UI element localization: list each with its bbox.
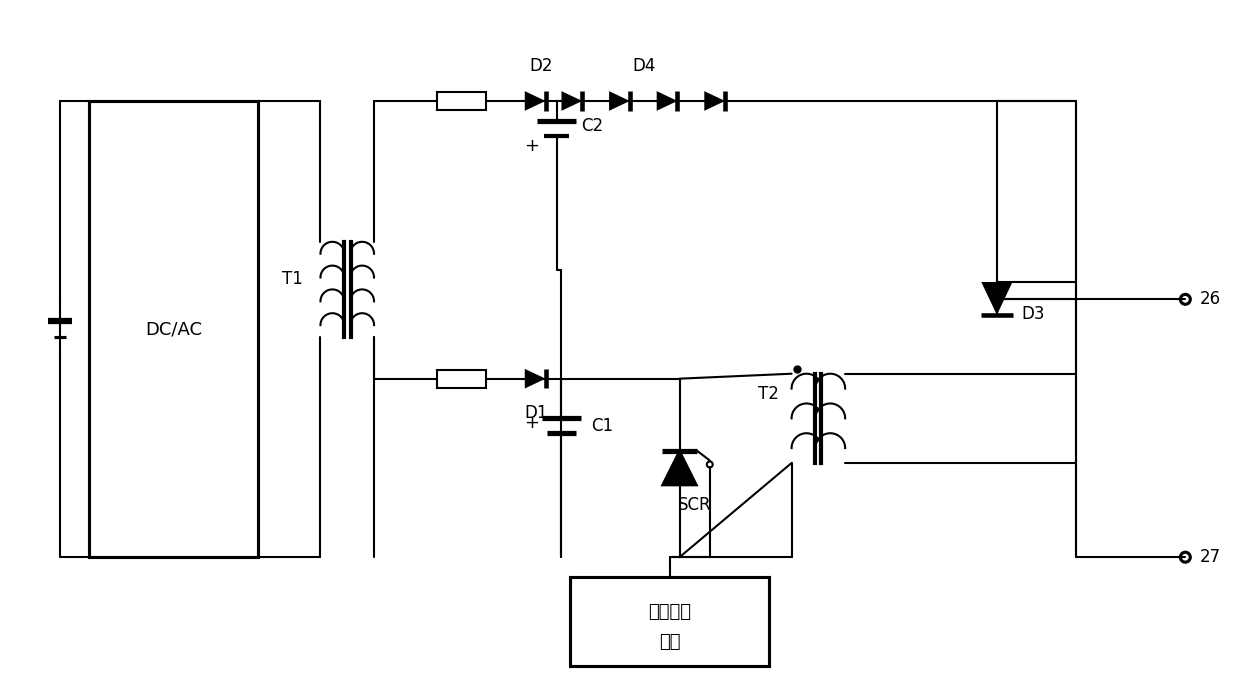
Text: T1: T1 [283,270,303,289]
Text: T2: T2 [759,384,779,403]
Text: D2: D2 [529,57,552,75]
Text: SCR: SCR [677,496,712,514]
Polygon shape [704,91,725,111]
Polygon shape [525,369,546,388]
Polygon shape [525,91,546,111]
Text: D4: D4 [632,57,656,75]
Text: C1: C1 [591,418,614,435]
Text: 系统: 系统 [658,633,681,650]
Polygon shape [562,91,583,111]
Text: +: + [525,136,539,155]
Polygon shape [657,91,677,111]
Text: DC/AC: DC/AC [145,320,202,338]
Text: 光纤控制: 光纤控制 [649,603,691,621]
Bar [570,577,769,666]
Polygon shape [662,451,697,485]
Text: +: + [525,414,539,433]
Text: D1: D1 [525,405,547,422]
Bar [436,370,486,388]
Text: C2: C2 [582,117,604,134]
Text: D3: D3 [1022,305,1045,323]
Bar [89,101,258,557]
Bar [436,92,486,110]
Polygon shape [981,282,1013,315]
Polygon shape [609,91,630,111]
Text: 27: 27 [1200,548,1221,566]
Text: 26: 26 [1200,291,1221,308]
